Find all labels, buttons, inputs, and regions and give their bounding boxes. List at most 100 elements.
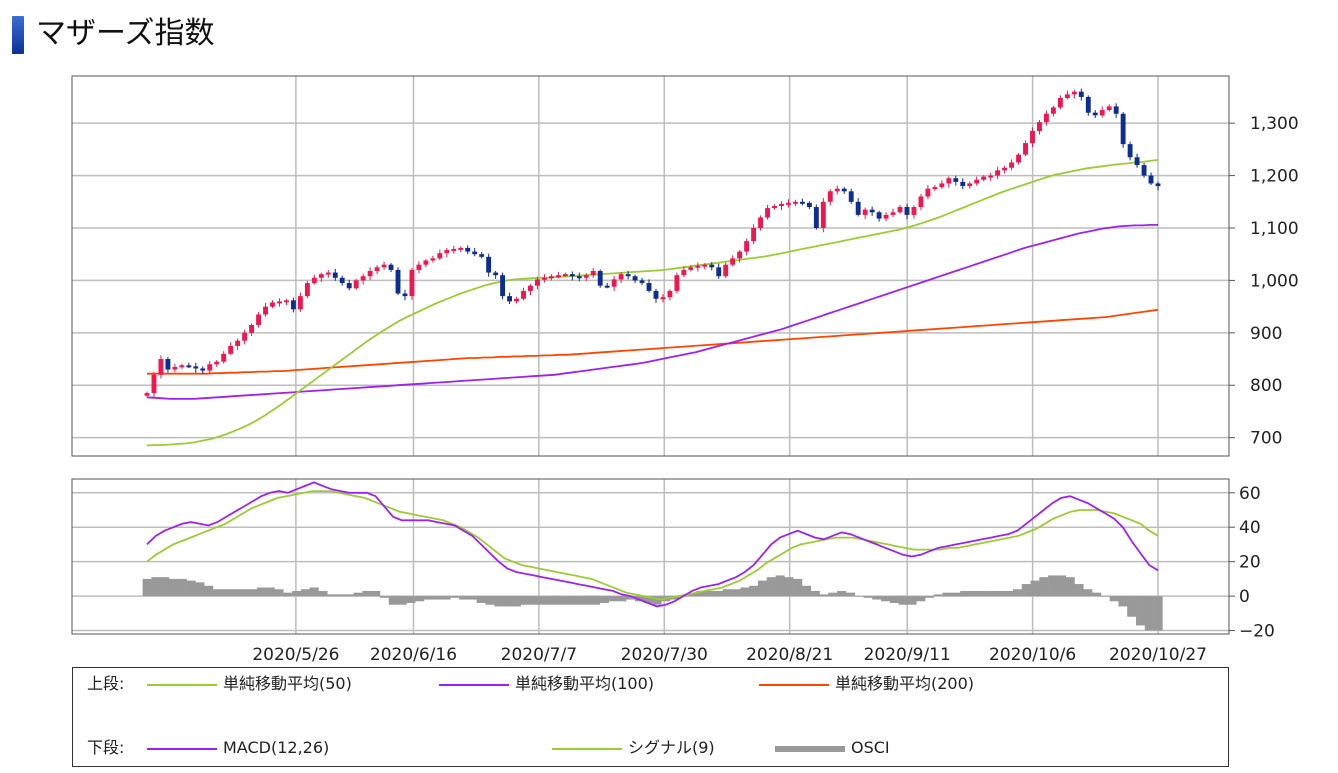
candle-body <box>597 270 603 286</box>
legend: 上段: 単純移動平均(50) 単純移動平均(100) 単純移動平均(200) 下… <box>72 667 1229 767</box>
osci-bar <box>177 578 187 597</box>
osci-bar <box>714 590 724 597</box>
candle-body <box>974 179 980 184</box>
upper-y-tick-label: 1,200 <box>1250 167 1299 187</box>
osci-bar <box>951 592 961 597</box>
candle-body <box>744 241 750 252</box>
candle-body <box>144 393 150 396</box>
legend-swatch-osci <box>775 745 845 752</box>
lower-panel-frame <box>71 478 1230 635</box>
osci-bar <box>634 596 645 602</box>
osci-bar <box>397 596 407 605</box>
candle-body <box>1106 106 1112 111</box>
ma100-line <box>146 223 1158 400</box>
legend-label-ma200: 単純移動平均(200) <box>835 674 975 693</box>
osci-bar <box>608 596 618 602</box>
date-tick-label: 2020/10/6 <box>989 645 1076 665</box>
candle-body <box>723 264 729 277</box>
candle-body <box>576 276 582 279</box>
candle-body <box>486 256 492 273</box>
candle-body <box>779 203 784 206</box>
osci-bar <box>248 589 258 597</box>
candle-body <box>318 274 324 278</box>
legend-label-macd: MACD(12,26) <box>223 738 330 757</box>
osci-bar <box>1153 596 1163 631</box>
candle-body <box>1155 183 1161 187</box>
candle-body <box>786 202 791 205</box>
upper-panel-moving-averages <box>146 159 1159 447</box>
osci-bar <box>142 578 152 597</box>
candle-body <box>695 265 701 268</box>
candle-body <box>290 300 296 310</box>
osci-bar <box>476 596 486 603</box>
osci-bar <box>837 590 847 597</box>
osci-bar <box>801 585 812 597</box>
osci-bar <box>1118 596 1128 607</box>
candle-body <box>304 283 310 297</box>
osci-bar <box>520 596 530 605</box>
candle-body <box>353 280 359 289</box>
osci-bar <box>705 590 715 597</box>
osci-bar <box>942 592 952 597</box>
candle-body <box>632 276 638 281</box>
candle-body <box>172 366 178 370</box>
candle-body <box>932 187 938 190</box>
osci-bar <box>230 589 240 597</box>
osci-bar <box>239 589 249 597</box>
osci-bar <box>573 596 583 605</box>
candle-body <box>688 267 694 270</box>
osci-bar <box>300 589 310 597</box>
osci-bar <box>336 594 346 597</box>
candle-body <box>479 254 485 257</box>
candle-body <box>346 283 352 289</box>
candle-body <box>751 228 757 242</box>
candle-body <box>423 260 429 265</box>
legend-label-ma100: 単純移動平均(100) <box>515 674 655 693</box>
signal-line <box>146 490 1159 601</box>
legend-swatch-signal <box>552 747 622 750</box>
osci-bar <box>1109 596 1119 602</box>
candle-body <box>1120 113 1126 145</box>
candle-body <box>332 272 338 278</box>
candle-body <box>1064 94 1070 99</box>
candle-body <box>709 264 715 268</box>
candle-body <box>437 253 443 259</box>
osci-bar <box>977 590 987 597</box>
osci-bar <box>344 594 354 597</box>
ma200-line <box>147 308 1159 375</box>
osci-bar <box>960 590 970 597</box>
lower-y-tick-label: 60 <box>1239 484 1261 504</box>
candle-body <box>765 208 770 218</box>
osci-bar <box>775 575 785 597</box>
osci-bar <box>590 596 601 605</box>
candle-body <box>548 276 554 279</box>
candle-body <box>416 264 422 270</box>
candle-body <box>841 188 847 192</box>
osci-bar <box>283 592 293 597</box>
candle-body <box>702 264 708 267</box>
candle-body <box>1071 91 1077 95</box>
candle-body <box>221 353 227 362</box>
candle-body <box>402 293 408 297</box>
osci-bar <box>1039 577 1049 597</box>
candle-body <box>876 212 882 219</box>
osci-bar <box>186 580 196 597</box>
osci-bar <box>406 596 416 603</box>
osci-bar <box>423 596 434 600</box>
candle-body <box>381 264 387 268</box>
osci-bar <box>1083 589 1093 597</box>
index-chart: 700 800 900 1,000 1,100 1,200 1,300 −20 0 20 40 60… <box>71 75 1299 665</box>
candle-body <box>1009 162 1015 168</box>
candle-body <box>730 258 736 265</box>
candle-body <box>667 290 673 298</box>
osci-bar <box>722 589 732 597</box>
candle-body <box>660 297 666 300</box>
candle-body <box>939 183 945 188</box>
candle-body <box>618 274 624 280</box>
candle-body <box>521 290 526 299</box>
osci-bar <box>292 590 302 597</box>
legend-item-signal: シグナル(9) <box>552 737 715 759</box>
candle-body <box>1148 175 1154 184</box>
osci-bar <box>309 587 319 597</box>
candle-body <box>995 170 1001 176</box>
